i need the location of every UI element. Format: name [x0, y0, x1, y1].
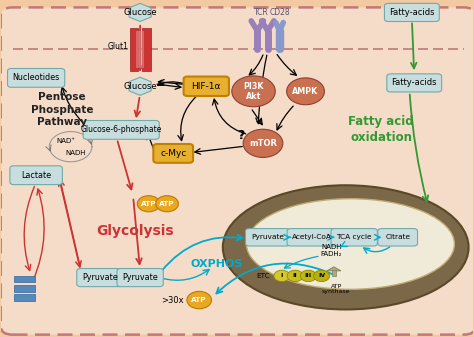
Text: I: I — [281, 273, 283, 278]
Text: Glucose-6-phosphate: Glucose-6-phosphate — [81, 125, 162, 134]
Bar — [14, 285, 35, 292]
FancyBboxPatch shape — [117, 269, 163, 287]
Ellipse shape — [223, 185, 469, 309]
Text: TCA cycle: TCA cycle — [337, 234, 372, 240]
Text: Fatty-acids: Fatty-acids — [392, 79, 437, 87]
Text: c-Myc: c-Myc — [160, 149, 186, 158]
Circle shape — [232, 76, 275, 107]
FancyBboxPatch shape — [384, 3, 439, 22]
Bar — [14, 294, 35, 301]
Text: HIF-1α: HIF-1α — [191, 82, 221, 91]
FancyBboxPatch shape — [331, 228, 377, 246]
Bar — [136, 31, 145, 68]
FancyBboxPatch shape — [246, 228, 290, 246]
Text: ATP: ATP — [191, 297, 207, 303]
FancyBboxPatch shape — [10, 166, 63, 185]
FancyBboxPatch shape — [0, 7, 474, 335]
Text: ATP
synthase: ATP synthase — [322, 284, 350, 294]
FancyBboxPatch shape — [287, 228, 336, 246]
Ellipse shape — [246, 199, 455, 289]
Circle shape — [137, 196, 160, 212]
Text: Nucleotides: Nucleotides — [12, 73, 60, 82]
Text: ?: ? — [237, 129, 245, 142]
Text: NADH
FADH₂: NADH FADH₂ — [321, 244, 342, 257]
Text: TCR: TCR — [254, 8, 269, 18]
Text: mTOR: mTOR — [249, 139, 277, 148]
Text: Fatty acid
oxidation: Fatty acid oxidation — [348, 115, 414, 145]
Text: Pyruvate: Pyruvate — [251, 234, 284, 240]
Circle shape — [314, 270, 329, 282]
FancyBboxPatch shape — [77, 269, 123, 287]
Bar — [130, 28, 138, 71]
Polygon shape — [129, 3, 151, 22]
Text: IV: IV — [318, 273, 325, 278]
Text: Lactate: Lactate — [21, 171, 51, 180]
Text: Pyruvate: Pyruvate — [122, 273, 158, 282]
Text: Citrate: Citrate — [385, 234, 410, 240]
Text: III: III — [305, 273, 312, 278]
Text: >30x: >30x — [162, 296, 184, 305]
Polygon shape — [129, 77, 151, 95]
Bar — [332, 270, 336, 276]
Circle shape — [274, 270, 290, 282]
Bar — [14, 276, 35, 282]
Text: Acetyl-CoA: Acetyl-CoA — [292, 234, 332, 240]
Text: Glucose: Glucose — [123, 82, 157, 91]
FancyBboxPatch shape — [8, 68, 65, 87]
Text: ATP: ATP — [159, 201, 175, 207]
Text: Pyruvate: Pyruvate — [82, 273, 118, 282]
FancyBboxPatch shape — [378, 228, 418, 246]
Circle shape — [243, 129, 283, 157]
Text: Fatty-acids: Fatty-acids — [389, 8, 435, 17]
Bar — [142, 28, 151, 71]
Text: NAD⁺: NAD⁺ — [56, 137, 75, 144]
FancyBboxPatch shape — [387, 74, 442, 92]
Text: PI3K
Akt: PI3K Akt — [243, 82, 264, 101]
Text: CD28: CD28 — [269, 8, 290, 18]
Text: Pentose
Phosphate
Pathway: Pentose Phosphate Pathway — [31, 92, 93, 127]
Circle shape — [287, 78, 324, 105]
Text: ATP: ATP — [141, 201, 156, 207]
FancyBboxPatch shape — [154, 144, 193, 163]
Text: NADH: NADH — [65, 150, 86, 156]
FancyBboxPatch shape — [183, 76, 229, 96]
Circle shape — [301, 270, 317, 282]
Circle shape — [156, 196, 178, 212]
Circle shape — [287, 270, 303, 282]
Text: Glycolysis: Glycolysis — [97, 223, 174, 238]
Ellipse shape — [232, 263, 261, 276]
Ellipse shape — [232, 242, 261, 256]
Text: Glut1: Glut1 — [108, 41, 128, 51]
Text: ETC: ETC — [256, 273, 270, 279]
Circle shape — [187, 291, 211, 309]
FancyBboxPatch shape — [83, 121, 159, 139]
Text: II: II — [293, 273, 298, 278]
Text: OXPHOS: OXPHOS — [191, 259, 243, 269]
Text: Glucose: Glucose — [123, 8, 157, 17]
Ellipse shape — [232, 222, 261, 236]
Text: AMPK: AMPK — [292, 87, 319, 96]
Polygon shape — [327, 267, 341, 271]
